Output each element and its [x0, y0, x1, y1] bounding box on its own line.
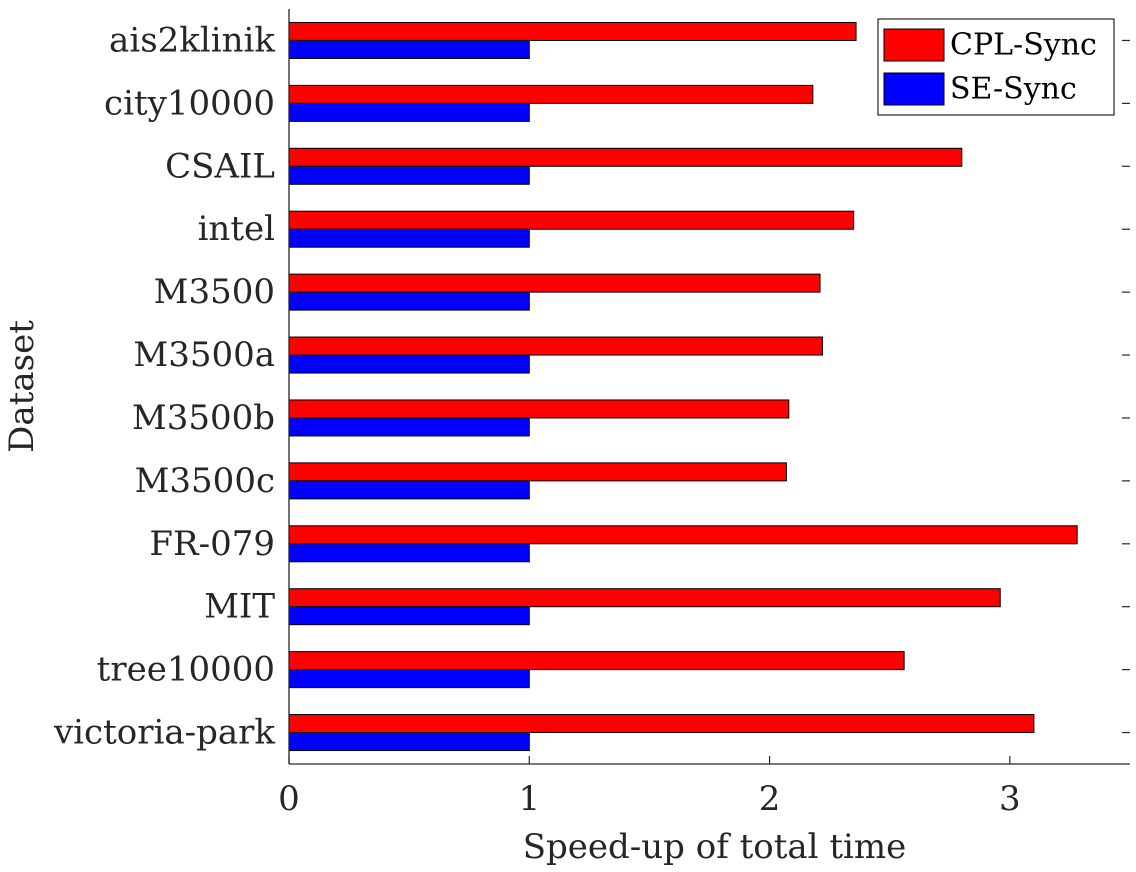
y-tick-label: M3500 [154, 272, 275, 312]
bar-se-sync-ais2klinik [288, 39, 530, 59]
bar-se-sync-tree10000 [288, 669, 530, 689]
axes-layer [288, 9, 1130, 765]
bar-cpl-sync-csail [288, 147, 963, 167]
bar-se-sync-csail [288, 165, 530, 185]
y-tick-label: city10000 [104, 83, 275, 123]
y-tick-label: M3500c [135, 461, 275, 501]
bar-se-sync-victoria-park [288, 732, 530, 752]
y-tick-label: CSAIL [165, 146, 275, 186]
bar-cpl-sync-fr-079 [288, 525, 1078, 545]
bar-cpl-sync-m3500c [288, 462, 787, 482]
x-tick-label: 0 [278, 779, 300, 819]
bar-cpl-sync-m3500b [288, 399, 790, 419]
labels-layer: ais2klinik city10000 CSAIL intel M3500 M3500a… [2, 20, 1021, 867]
bar-cpl-sync-intel [288, 210, 855, 230]
bar-cpl-sync-city10000 [288, 84, 814, 104]
y-tick-label: M3500a [133, 335, 275, 375]
y-tick-label: intel [198, 209, 275, 249]
bar-se-sync-fr-079 [288, 543, 530, 563]
bar-se-sync-intel [288, 228, 530, 248]
bar-cpl-sync-victoria-park [288, 714, 1035, 734]
x-tick-label: 2 [759, 779, 781, 819]
bar-se-sync-city10000 [288, 102, 530, 122]
legend-label-se-sync: SE-Sync [950, 72, 1077, 107]
x-axis-title: Speed-up of total time [523, 827, 907, 867]
bar-cpl-sync-m3500 [288, 273, 821, 293]
bar-cpl-sync-ais2klinik [288, 21, 857, 41]
y-tick-label: MIT [204, 587, 275, 627]
legend-swatch-se-sync [883, 72, 945, 106]
y-tick-label: ais2klinik [109, 20, 275, 60]
y-tick-label: tree10000 [97, 650, 275, 690]
bar-cpl-sync-tree10000 [288, 651, 905, 671]
bar-se-sync-m3500c [288, 480, 530, 500]
bar-se-sync-m3500b [288, 417, 530, 437]
bar-se-sync-mit [288, 606, 530, 626]
bar-se-sync-m3500a [288, 354, 530, 374]
y-tick-label: FR-079 [149, 524, 275, 564]
y-tick-label: victoria-park [53, 713, 275, 753]
bar-se-sync-m3500 [288, 291, 530, 311]
legend-swatch-cpl-sync [883, 28, 945, 62]
y-axis-title: Dataset [2, 320, 42, 453]
x-tick-label: 1 [518, 779, 540, 819]
bar-cpl-sync-mit [288, 588, 1001, 608]
legend: CPL-Sync SE-Sync [877, 18, 1115, 116]
legend-label-cpl-sync: CPL-Sync [950, 28, 1097, 63]
y-tick-label: M3500b [132, 398, 275, 438]
x-tick-label: 3 [999, 779, 1021, 819]
bar-cpl-sync-m3500a [288, 336, 823, 356]
